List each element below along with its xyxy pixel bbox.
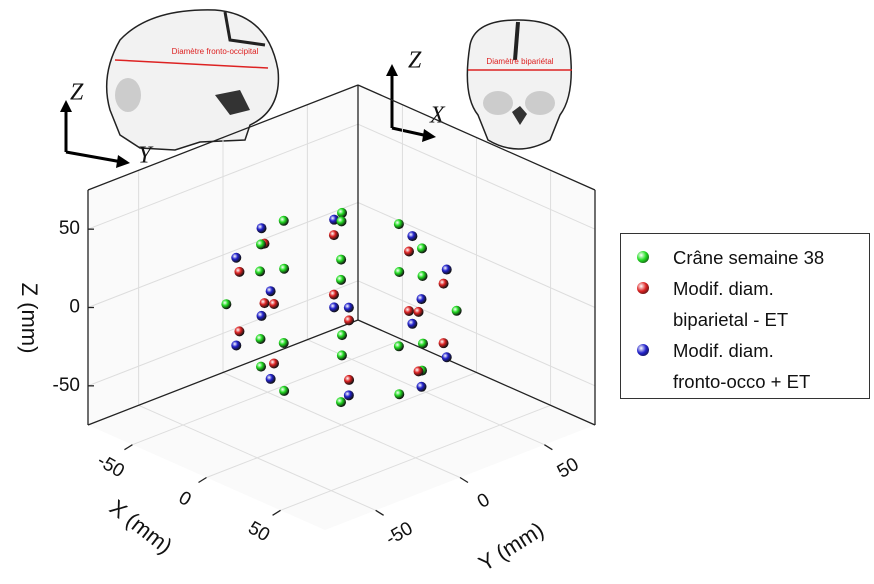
legend-label: Crâne semaine 38 (673, 247, 825, 268)
point (256, 223, 267, 234)
point (413, 366, 424, 377)
legend-marker (637, 251, 649, 263)
point (441, 264, 452, 275)
point (231, 252, 242, 263)
point (344, 315, 355, 326)
point (265, 373, 276, 384)
grid-line (222, 372, 461, 478)
point (329, 302, 340, 313)
point (279, 385, 290, 396)
point (328, 230, 339, 241)
point (441, 352, 452, 363)
tick-mark (375, 509, 384, 516)
point (221, 299, 232, 310)
point (269, 298, 279, 309)
x-tick-label: -50 (94, 450, 128, 482)
point (335, 397, 346, 408)
point (417, 271, 428, 281)
point (393, 341, 404, 352)
point (259, 298, 270, 309)
point (417, 338, 428, 349)
point (438, 338, 449, 349)
point (256, 310, 267, 321)
grid-line (138, 404, 376, 511)
point (335, 274, 346, 285)
point (343, 390, 354, 401)
point (231, 340, 242, 351)
legend-marker (637, 282, 649, 294)
point (336, 216, 347, 227)
point (416, 381, 427, 392)
point (279, 263, 290, 274)
z-tick-label: -50 (53, 375, 80, 396)
point (407, 231, 418, 242)
point (234, 326, 245, 337)
axis-letter: Y (138, 143, 154, 169)
point (255, 334, 266, 344)
point (234, 266, 245, 277)
z-tick-label: 50 (59, 218, 80, 239)
z-axis-label: Z (mm) (17, 283, 42, 354)
axis-letter: X (429, 103, 446, 129)
caption: Diamètre bipariétal (486, 57, 553, 66)
y-axis-label: Y (mm) (474, 517, 548, 576)
tick-mark (124, 444, 133, 451)
y-tick-label: 0 (474, 489, 494, 512)
front-skull: Diamètre bipariétal (466, 19, 572, 150)
point (336, 350, 347, 361)
point (336, 254, 347, 265)
point (407, 318, 418, 329)
point (404, 246, 414, 257)
axis-letter: Z (70, 80, 84, 106)
x-tick-label: 50 (244, 518, 273, 547)
box-edge (357, 84, 596, 191)
point (256, 239, 267, 250)
caption: Diamètre fronto-occipital (172, 47, 259, 56)
box-edge (87, 84, 359, 191)
point (265, 286, 276, 297)
point (337, 330, 348, 341)
legend-label: Modif. diam. biparietal - ET (673, 278, 789, 330)
box-edge (87, 319, 359, 426)
tick-mark (544, 444, 553, 451)
legend: Crâne semaine 38 Modif. diam. biparietal … (620, 233, 870, 399)
point (269, 358, 279, 369)
axis-letter: Z (408, 48, 422, 74)
point (451, 305, 462, 316)
x-axis-label: X (mm) (105, 495, 177, 559)
point (278, 338, 289, 349)
point (337, 207, 348, 218)
box-edge (357, 319, 596, 426)
y-tick-label: 50 (554, 454, 583, 483)
point (393, 219, 404, 230)
point (416, 243, 427, 254)
point (404, 306, 414, 317)
x-tick-label: 0 (175, 487, 195, 510)
side-skull: Diamètre fronto-occipital (105, 9, 280, 151)
point (343, 302, 354, 313)
z-tick-label: 0 (69, 297, 80, 318)
grid-line (307, 339, 545, 446)
tick-mark (459, 476, 469, 484)
legend-label: Modif. diam. fronto-occo + ET (673, 340, 811, 392)
legend-marker (637, 344, 649, 356)
point (344, 374, 355, 385)
point (413, 306, 424, 317)
point (255, 266, 266, 277)
tick-mark (198, 476, 207, 484)
point (394, 266, 405, 277)
point (416, 294, 427, 305)
point (278, 215, 289, 226)
point (328, 289, 339, 300)
point (256, 361, 267, 372)
y-tick-label: -50 (382, 518, 416, 550)
tick-mark (272, 509, 281, 516)
orientation-side: Z Y (60, 80, 154, 169)
point (438, 278, 449, 289)
point (394, 389, 405, 400)
